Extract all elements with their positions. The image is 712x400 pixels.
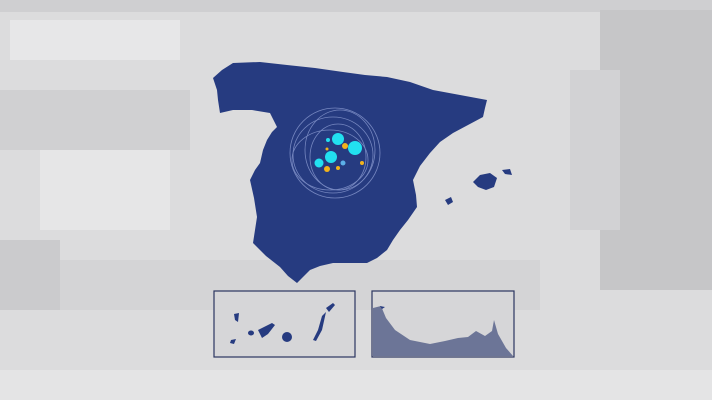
background-band [0, 240, 60, 310]
mainland-spain [213, 62, 487, 283]
marker-cyan [348, 141, 362, 155]
marker-orange [360, 161, 364, 165]
menorca [502, 169, 512, 175]
background-band [40, 150, 170, 230]
marker-orange [324, 166, 330, 172]
marker-orange [325, 147, 329, 151]
background-band [0, 90, 190, 150]
marker-cyan [332, 133, 344, 145]
marker-blue [340, 160, 346, 166]
background-band [0, 370, 712, 400]
coast-inset [371, 290, 515, 358]
marker-cyan [325, 151, 337, 163]
canary-islands-inset [213, 290, 356, 358]
marker-orange [342, 143, 348, 149]
background-band [0, 0, 712, 12]
data-markers [314, 133, 364, 172]
background-band [10, 20, 180, 60]
background-band [570, 70, 620, 230]
ibiza [445, 197, 453, 205]
mallorca [473, 173, 497, 190]
orbit-lines [289, 107, 381, 199]
marker-orange [336, 166, 340, 170]
marker-cyan [326, 138, 330, 142]
marker-cyan [314, 158, 324, 168]
